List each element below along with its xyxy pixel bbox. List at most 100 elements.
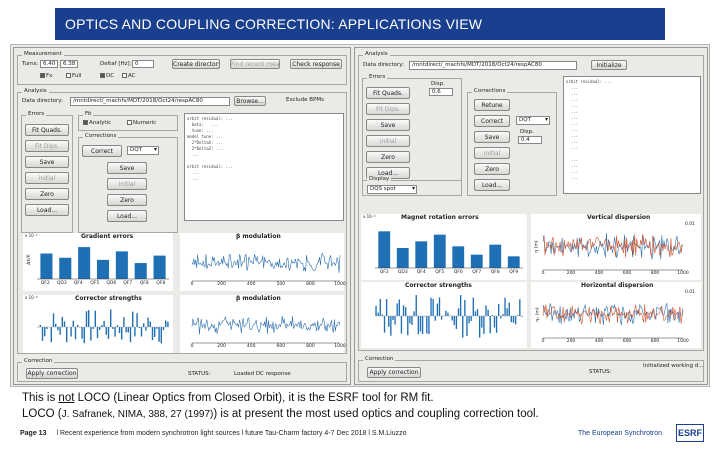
corrector-bar [478, 316, 481, 338]
gradient-errors-plot: Gradient errors x 10⁻³ ΔK/K QF2 QD3 QF4 QF5… [23, 233, 173, 291]
zero-errors-button[interactable]: Zero [25, 188, 69, 200]
corrector-bar [54, 323, 57, 327]
corrector-bar [377, 312, 379, 316]
data-dir-input[interactable]: /mntdirect/_machfs/MDT/2018/Oct24/respAC… [70, 97, 230, 106]
axis-tick-label: 800 [650, 271, 660, 276]
numeric-radio[interactable]: Numeric [127, 120, 156, 126]
corrector-bar [70, 327, 72, 337]
right-correction-group: Correction Apply correction STATUS: Init… [358, 356, 704, 382]
disp2-input[interactable]: 0.4 [518, 136, 542, 144]
fit-dips-button[interactable]: Fit Dips. [25, 140, 69, 152]
checkbox-full[interactable]: Full [66, 73, 81, 79]
beta-modulation-svg [191, 252, 341, 282]
axis-tick-label: 800 [650, 339, 660, 344]
corrector-bar [447, 312, 449, 316]
corrector-bar [118, 327, 121, 334]
save-errors-button[interactable]: Save [25, 156, 69, 168]
category-tick-label: QF8 [139, 281, 149, 286]
analytic-radio[interactable]: Analytic [83, 120, 111, 126]
corrector-bar [468, 316, 470, 324]
exclude-bpms-label: Exclude BPMs [286, 97, 324, 103]
correct-select[interactable]: DQT [127, 146, 159, 155]
right-correct-select[interactable]: DQT [516, 116, 550, 125]
slide-title-text: OPTICS AND COUPLING CORRECTION: APPLICAT… [65, 16, 483, 32]
checkbox-icon [100, 73, 105, 78]
check-response-button[interactable]: Check response [290, 59, 342, 69]
create-directory-button[interactable]: Create directory [172, 59, 220, 69]
right-data-dir-input[interactable]: /mntdirect/_machfs/MDT/2018/Oct24/respAC… [409, 61, 577, 70]
category-tick-label: QF5 [90, 281, 100, 286]
corrector-bar [476, 309, 479, 316]
right-initial-errors-button[interactable]: initial [366, 135, 410, 147]
checkbox-ac[interactable]: AC [122, 73, 136, 79]
right-save-corrections-button[interactable]: Save [474, 131, 510, 143]
corrector-bar [105, 327, 108, 335]
corrector-bar [114, 327, 116, 337]
load-corrections-button[interactable]: Load... [107, 210, 147, 222]
corrector-bar [521, 316, 523, 317]
horizontal-dispersion-ytick: 0.01 [685, 290, 696, 295]
disp-input[interactable]: 0.6 [429, 88, 453, 96]
display-select[interactable]: DQS spot [367, 185, 417, 194]
right-fit-quads-button[interactable]: Fit Quads. [366, 87, 410, 99]
fit-quads-button[interactable]: Fit Quads. [25, 124, 69, 136]
initial-corrections-button[interactable]: initial [107, 178, 147, 190]
deltaf-input[interactable]: 0 [132, 60, 154, 68]
find-recent-button[interactable]: Find recent mea... [230, 59, 280, 69]
category-tick-label: QF8 [490, 270, 500, 275]
horizontal-dispersion-svg [542, 302, 684, 339]
left-app-window: Measurement Turns: 6.40 6.38 Deltaf [Hz]… [13, 47, 351, 385]
corrector-bar [52, 313, 55, 327]
corrector-bar [508, 302, 510, 316]
corrector-bar [472, 297, 474, 316]
load-errors-button[interactable]: Load... [25, 204, 69, 216]
corrector-strengths-2-title: Corrector strengths [405, 282, 472, 289]
gradient-bar [96, 259, 110, 279]
corrector-bar [428, 316, 430, 335]
slide-title: OPTICS AND COUPLING CORRECTION: APPLICAT… [55, 8, 665, 40]
vertical-dispersion-svg [542, 232, 684, 271]
save-corrections-button[interactable]: Save [107, 162, 147, 174]
right-correct-button[interactable]: Correct [474, 115, 510, 127]
initialize-button[interactable]: Initialize [591, 60, 627, 70]
zero-corrections-button[interactable]: Zero [107, 194, 147, 206]
corrector-bar [402, 305, 405, 316]
axis-tick-label: 0 [190, 344, 194, 349]
analysis-group: Analysis Data directory: /mntdirect/_mac… [17, 88, 347, 354]
corrector-bar [398, 299, 400, 316]
checkbox-icon [66, 73, 71, 78]
corrector-bar [434, 316, 436, 321]
corrector-bar [59, 327, 61, 335]
right-apply-correction-button[interactable]: Apply correction [367, 367, 421, 378]
turns-x-input[interactable]: 6.40 [40, 60, 58, 68]
apply-correction-button[interactable]: Apply correction [26, 368, 78, 379]
corrector-bar [411, 316, 413, 325]
right-analysis-label: Analysis [363, 51, 390, 57]
right-fit-dips-button[interactable]: Fit Dips. [366, 103, 410, 115]
right-data-dir-label: Data directory: [363, 62, 404, 68]
category-tick-label: QF2 [40, 281, 50, 286]
right-initial-corrections-button[interactable]: initial [474, 147, 510, 159]
rotation-bar [507, 256, 520, 268]
checkbox-fx[interactable]: Fx [40, 73, 52, 79]
deltaf-label: Deltaf [Hz]: [100, 61, 132, 67]
checkbox-dc[interactable]: DC [100, 73, 114, 79]
corrector-bar [41, 327, 44, 341]
status-label: STATUS: [188, 371, 211, 377]
corrector-bar [160, 327, 163, 344]
retune-button[interactable]: Retune [474, 99, 510, 111]
turns-z-input[interactable]: 6.38 [60, 60, 78, 68]
corrector-bar [498, 303, 500, 316]
initial-errors-button[interactable]: initial [25, 172, 69, 184]
corrector-bar [517, 315, 519, 316]
browse-button[interactable]: Browse... [234, 96, 266, 106]
right-zero-corrections-button[interactable]: Zero [474, 163, 510, 175]
horizontal-dispersion-title: Horizontal dispersion [581, 282, 654, 289]
right-load-corrections-button[interactable]: Load... [474, 179, 510, 191]
corrector-bar [392, 316, 394, 321]
right-zero-errors-button[interactable]: Zero [366, 151, 410, 163]
corrector-bar [474, 311, 477, 316]
right-save-errors-button[interactable]: Save [366, 119, 410, 131]
corrector-bar [103, 320, 105, 327]
correct-button[interactable]: Correct [82, 145, 122, 157]
